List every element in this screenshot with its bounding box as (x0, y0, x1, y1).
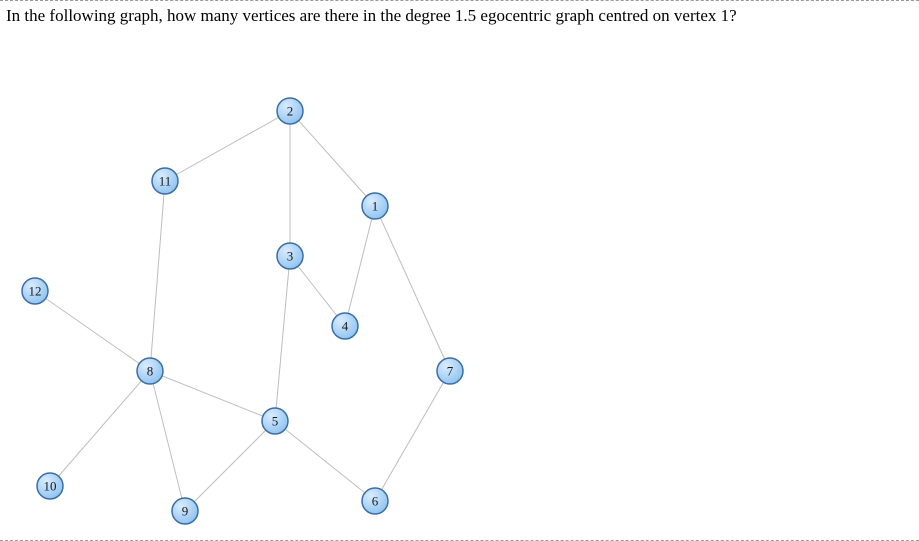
node-10: 10 (37, 473, 63, 499)
edge (375, 371, 450, 501)
node-label: 4 (342, 319, 349, 334)
edge (275, 421, 375, 501)
edge (150, 371, 185, 511)
edge (165, 111, 290, 181)
node-label: 3 (287, 249, 294, 264)
edge (50, 371, 150, 486)
node-label: 7 (447, 364, 454, 379)
edge (275, 256, 290, 421)
node-5: 5 (262, 408, 288, 434)
edge (150, 181, 165, 371)
node-label: 6 (372, 494, 379, 509)
node-label: 2 (287, 104, 294, 119)
node-4: 4 (332, 313, 358, 339)
node-label: 1 (372, 199, 379, 214)
node-label: 5 (272, 414, 279, 429)
nodes-layer: 123456789101112 (22, 98, 463, 524)
node-2: 2 (277, 98, 303, 124)
edge (150, 371, 275, 421)
node-12: 12 (22, 278, 48, 304)
node-8: 8 (137, 358, 163, 384)
node-11: 11 (152, 168, 178, 194)
node-3: 3 (277, 243, 303, 269)
node-1: 1 (362, 193, 388, 219)
edge (345, 206, 375, 326)
network-graph: 123456789101112 (0, 1, 919, 541)
edges-layer (35, 111, 450, 511)
node-label: 8 (147, 364, 154, 379)
node-label: 9 (182, 504, 189, 519)
node-7: 7 (437, 358, 463, 384)
node-9: 9 (172, 498, 198, 524)
edge (185, 421, 275, 511)
edge (35, 291, 150, 371)
figure-container: { "question": { "text": "In the followin… (0, 0, 919, 541)
node-6: 6 (362, 488, 388, 514)
node-label: 10 (44, 479, 57, 494)
node-label: 11 (159, 174, 172, 189)
edge (290, 111, 375, 206)
edge (375, 206, 450, 371)
node-label: 12 (29, 284, 42, 299)
